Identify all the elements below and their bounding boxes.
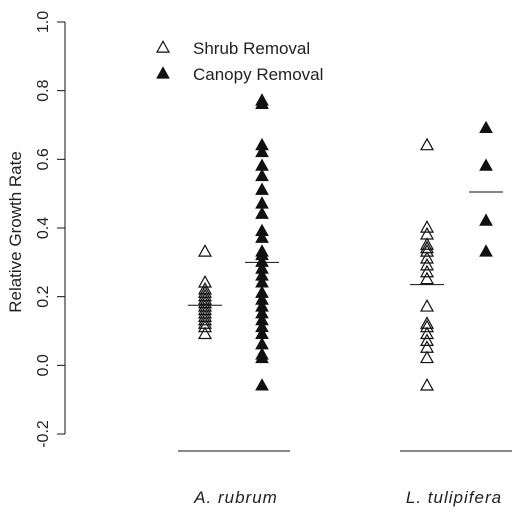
shrub-removal-point [197, 312, 213, 326]
legend-label: Shrub Removal [193, 39, 310, 58]
canopy-removal-point [255, 230, 269, 243]
canopy-removal-point [479, 158, 493, 171]
legend: Shrub Removal Canopy Removal [155, 39, 323, 84]
category-labels: A. rubrum L. tulipifera [193, 488, 502, 507]
canopy-removal-point [479, 244, 493, 257]
y-tick-label: 0.6 [35, 148, 52, 170]
y-tick-label: 0.4 [35, 217, 52, 239]
y-axis: -0.2 0.0 0.2 0.4 0.6 0.8 1.0 [35, 11, 66, 448]
shrub-removal-point [419, 319, 435, 333]
canopy-removal-point [255, 196, 269, 209]
canopy-removal-point [255, 206, 269, 219]
canopy-removal-point [255, 96, 269, 110]
shrub-removal-point [419, 350, 435, 364]
shrub-removal-point [419, 244, 435, 257]
y-tick-label: 0.8 [35, 79, 52, 101]
canopy-removal-point [255, 378, 269, 391]
shrub-removal-point [197, 244, 213, 257]
shrub-removal-point [419, 326, 435, 340]
category-label: A. rubrum [193, 488, 278, 507]
shrub-removal-point [419, 271, 435, 285]
shrub-removal-point [419, 237, 435, 250]
category-label: L. tulipifera [406, 488, 502, 507]
shrub-removal-point [419, 299, 435, 312]
canopy-removal-point [255, 144, 269, 158]
shrub-removal-point [419, 250, 435, 264]
canopy-removal-point [255, 182, 269, 195]
shrub-removal-point [197, 326, 213, 340]
shrub-removal-point [419, 264, 435, 278]
y-tick-label: 0.2 [35, 285, 52, 307]
shrub-removal-point [419, 220, 435, 233]
legend-open-triangle-icon [155, 40, 171, 53]
y-axis-title: Relative Growth Rate [6, 151, 25, 313]
shrub-removal-point [419, 378, 435, 391]
shrub-removal-point [419, 257, 435, 271]
y-tick-label: 1.0 [35, 11, 52, 33]
shrub-removal-point [419, 137, 435, 151]
y-tick-label: -0.2 [35, 420, 52, 448]
shrub-removal-point [419, 333, 435, 347]
canopy-removal-point [479, 213, 493, 226]
canopy-removal-point [255, 350, 269, 364]
canopy-removal-point [479, 120, 493, 134]
legend-label: Canopy Removal [193, 65, 323, 84]
data-marks [178, 93, 512, 452]
legend-filled-triangle-icon [156, 66, 170, 79]
canopy-removal-point [255, 158, 269, 171]
y-tick-label: 0.0 [35, 354, 52, 376]
shrub-removal-point [197, 319, 213, 333]
canopy-removal-point [255, 337, 269, 350]
canopy-removal-point [255, 168, 269, 182]
